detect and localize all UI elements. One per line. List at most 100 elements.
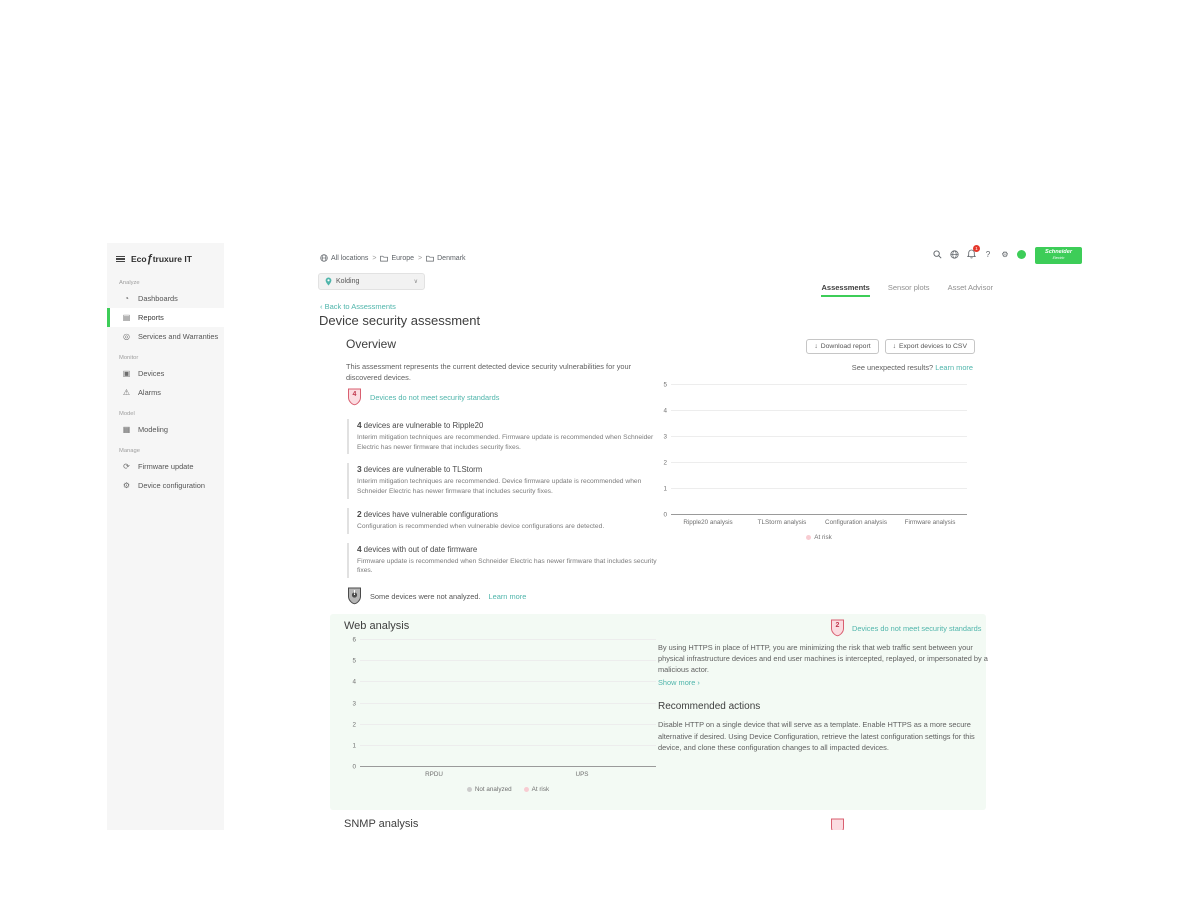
- settings-gear-icon[interactable]: ⚙: [1001, 249, 1009, 259]
- breadcrumb-all-locations[interactable]: All locations: [331, 254, 369, 262]
- brand-logo[interactable]: Ecoƒtruxure IT: [131, 253, 192, 265]
- snmp-analysis-heading: SNMP analysis: [344, 818, 419, 830]
- chart-plot-area: [671, 384, 967, 515]
- tab-sensor-plots[interactable]: Sensor plots: [887, 283, 930, 292]
- dashboards-icon: ◔: [124, 294, 129, 303]
- sidebar-section-model: Model: [119, 411, 135, 417]
- exclamation-glyph: !: [353, 590, 356, 597]
- legend-not-analyzed: Not analyzed: [466, 786, 512, 793]
- logo-text: Schneider: [1044, 249, 1073, 256]
- finding-detail: Configuration is recommended when vulner…: [357, 522, 605, 530]
- sidebar-item-firmware-update[interactable]: ⟳ Firmware update: [107, 457, 224, 476]
- brand-row: Ecoƒtruxure IT: [107, 243, 224, 271]
- chevron-down-icon: ∨: [413, 279, 418, 285]
- risk-count: 2: [835, 622, 840, 629]
- breadcrumb: All locations > Europe > Denmark: [320, 254, 466, 262]
- overview-buttons: ↓ Download report ↓ Export devices to CS…: [806, 339, 975, 354]
- app-window: Ecoƒtruxure IT Analyze ◔ Dashboards ▤ Re…: [107, 243, 1083, 830]
- finding-firmware: 4 devices with out of date firmware Firmw…: [347, 542, 671, 579]
- not-analyzed-learn-more-link[interactable]: Learn more: [488, 591, 527, 601]
- snmp-analysis-section: SNMP analysis: [330, 816, 986, 830]
- modeling-icon: ▦: [122, 425, 131, 434]
- download-report-button[interactable]: ↓ Download report: [806, 339, 879, 354]
- device-configuration-icon: ⚙: [122, 481, 131, 490]
- risk-count: 4: [352, 391, 357, 398]
- chart-plot-area: [360, 639, 656, 767]
- sidebar-item-modeling[interactable]: ▦ Modeling: [107, 420, 224, 439]
- reports-icon: ▤: [122, 313, 131, 322]
- finding-count: 2: [357, 508, 362, 519]
- show-more-link[interactable]: Show more ›: [658, 678, 700, 688]
- sidebar-item-device-configuration[interactable]: ⚙ Device configuration: [107, 476, 224, 495]
- breadcrumb-denmark[interactable]: Denmark: [437, 254, 466, 262]
- firmware-update-icon: ⟳: [123, 462, 130, 471]
- folder-icon: [380, 255, 389, 261]
- sidebar-item-label: Services and Warranties: [138, 332, 219, 341]
- finding-title: devices are vulnerable to Ripple20: [363, 421, 484, 430]
- location-pin-icon: [325, 277, 332, 286]
- sidebar-item-label: Modeling: [138, 425, 168, 434]
- web-analysis-badge-row: 2 Devices do not meet security standards: [830, 619, 981, 637]
- export-devices-csv-button[interactable]: ↓ Export devices to CSV: [884, 339, 975, 354]
- sidebar-item-label: Alarms: [138, 388, 161, 397]
- finding-detail: Firmware update is recommended when Schn…: [357, 557, 657, 575]
- recommended-actions-heading: Recommended actions: [658, 701, 761, 713]
- security-standards-link[interactable]: Devices do not meet security standards: [852, 623, 982, 633]
- sidebar-item-label: Device configuration: [138, 481, 205, 490]
- user-avatar[interactable]: [1017, 249, 1026, 259]
- search-icon[interactable]: [932, 249, 942, 259]
- finding-detail: Interim mitigation techniques are recomm…: [357, 434, 654, 451]
- services-icon: ◎: [123, 332, 130, 341]
- back-to-assessments-link[interactable]: ‹ Back to Assessments: [320, 302, 396, 311]
- sidebar-item-label: Dashboards: [138, 294, 178, 303]
- download-icon: ↓: [814, 343, 818, 350]
- finding-count: 4: [357, 420, 362, 430]
- finding-tlstorm: 3 devices are vulnerable to TLStorm Inter…: [347, 463, 671, 499]
- finding-count: 3: [357, 464, 362, 475]
- unexpected-text: See unexpected results?: [851, 363, 934, 372]
- legend-at-risk: At risk: [806, 534, 832, 541]
- unexpected-results: See unexpected results? Learn more: [852, 363, 973, 372]
- sidebar-item-alarms[interactable]: ⚠ Alarms: [107, 383, 224, 402]
- sidebar-item-dashboards[interactable]: ◔ Dashboards: [107, 289, 224, 308]
- hamburger-menu-icon[interactable]: [116, 255, 125, 263]
- web-analysis-description: By using HTTPS in place of HTTP, you are…: [658, 643, 988, 675]
- risk-shield-badge: 2: [830, 619, 845, 637]
- chart-legend: Not analyzed At risk: [360, 786, 656, 793]
- sidebar-section-monitor: Monitor: [119, 355, 139, 361]
- folder-icon: [426, 255, 434, 261]
- finding-configurations: 2 devices have vulnerable configurations …: [347, 507, 671, 534]
- security-standards-link[interactable]: Devices do not meet security standards: [370, 392, 500, 402]
- help-icon[interactable]: ?: [985, 249, 991, 259]
- finding-title: devices have vulnerable configurations: [363, 509, 499, 519]
- brand-glyph: ƒ: [146, 253, 153, 265]
- web-analysis-text: By using HTTPS in place of HTTP, you are…: [658, 642, 992, 753]
- web-analysis-section: Web analysis 2 Devices do not meet secur…: [330, 614, 988, 810]
- sidebar-item-reports[interactable]: ▤ Reports: [107, 308, 224, 327]
- finding-ripple20: 4 devices are vulnerable to Ripple20 Inte…: [347, 419, 671, 455]
- notifications-bell-icon[interactable]: 1: [966, 245, 980, 259]
- location-selector-value: Kolding: [336, 278, 360, 285]
- finding-count: 4: [357, 543, 362, 554]
- web-analysis-heading: Web analysis: [344, 620, 410, 632]
- tab-assessments[interactable]: Assessments: [821, 283, 870, 297]
- sidebar: Ecoƒtruxure IT Analyze ◔ Dashboards ▤ Re…: [107, 243, 224, 830]
- devices-icon: ▣: [122, 369, 131, 378]
- breadcrumb-europe[interactable]: Europe: [391, 254, 415, 262]
- location-selector[interactable]: Kolding ∨: [318, 273, 425, 290]
- sidebar-item-services-warranties[interactable]: ◎ Services and Warranties: [107, 327, 224, 346]
- tab-asset-advisor[interactable]: Asset Advisor: [947, 283, 993, 292]
- chart-x-labels: Ripple20 analysis TLStorm analysis Configu…: [683, 519, 956, 526]
- chart-legend: At risk: [671, 534, 967, 541]
- schneider-electric-logo[interactable]: Schneider Electric: [1035, 247, 1082, 264]
- topbar-icons: 1 ? ⚙: [932, 245, 1026, 259]
- download-icon: ↓: [892, 343, 896, 350]
- legend-at-risk: At risk: [523, 786, 549, 793]
- finding-detail: Interim mitigation techniques are recomm…: [357, 478, 642, 496]
- unexpected-learn-more-link[interactable]: Learn more: [935, 363, 973, 372]
- sidebar-item-devices[interactable]: ▣ Devices: [107, 364, 224, 383]
- language-globe-icon[interactable]: [949, 249, 959, 259]
